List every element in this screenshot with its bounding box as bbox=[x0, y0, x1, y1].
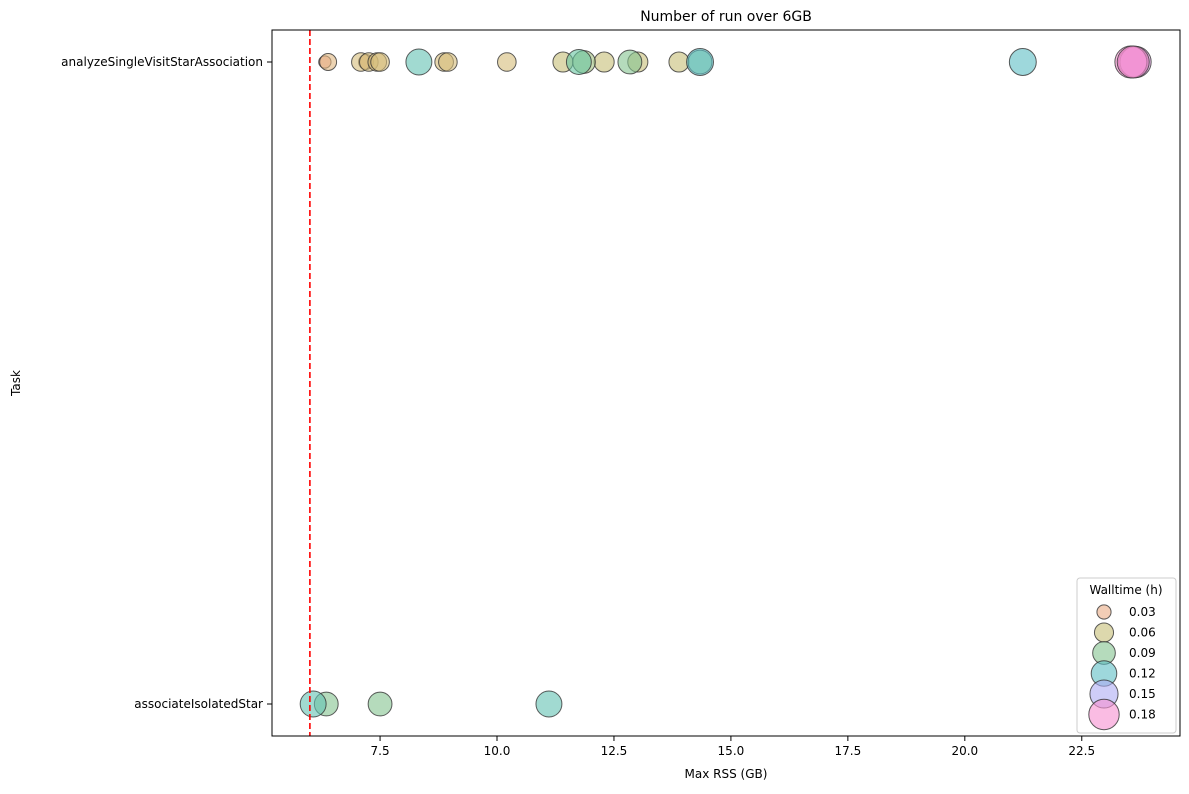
legend-label: 0.09 bbox=[1129, 646, 1156, 660]
legend-label: 0.15 bbox=[1129, 687, 1156, 701]
data-point bbox=[405, 48, 433, 76]
x-tick-label: 22.5 bbox=[1068, 744, 1095, 758]
x-tick-label: 12.5 bbox=[601, 744, 628, 758]
data-point bbox=[319, 53, 338, 71]
plot-frame bbox=[271, 29, 1181, 737]
data-point bbox=[668, 51, 690, 73]
x-tick-label: 7.5 bbox=[371, 744, 390, 758]
legend-label: 0.03 bbox=[1129, 605, 1156, 619]
x-axis-label: Max RSS (GB) bbox=[685, 767, 768, 781]
x-tick-label: 15.0 bbox=[718, 744, 745, 758]
x-tick-label: 20.0 bbox=[951, 744, 978, 758]
y-tick-label: analyzeSingleVisitStarAssociation bbox=[61, 55, 263, 69]
legend-title: Walltime (h) bbox=[1089, 583, 1162, 597]
x-tick-label: 10.0 bbox=[484, 744, 511, 758]
data-point bbox=[497, 52, 517, 72]
legend: Walltime (h) 0.03 0.06 0.09 0.12 0.15 0.18 bbox=[1076, 577, 1177, 734]
legend-label: 0.06 bbox=[1129, 626, 1156, 640]
legend-marker bbox=[1088, 698, 1120, 731]
data-point bbox=[565, 49, 592, 75]
data-point bbox=[593, 51, 615, 73]
data-point bbox=[299, 690, 327, 718]
y-tick-label: associateIsolatedStar bbox=[134, 697, 263, 711]
data-point bbox=[370, 52, 390, 72]
data-point bbox=[535, 690, 563, 718]
data-point bbox=[686, 48, 714, 76]
chart-title: Number of run over 6GB bbox=[640, 9, 812, 25]
legend-marker bbox=[1096, 604, 1112, 620]
y-axis-label: Task bbox=[9, 370, 23, 397]
x-tick-label: 17.5 bbox=[835, 744, 862, 758]
legend-marker bbox=[1093, 622, 1115, 643]
data-point bbox=[617, 49, 643, 75]
data-point bbox=[438, 52, 458, 72]
legend-label: 0.18 bbox=[1129, 708, 1156, 722]
data-point bbox=[1116, 45, 1150, 79]
data-point bbox=[1008, 48, 1037, 76]
legend-label: 0.12 bbox=[1129, 667, 1156, 681]
data-point bbox=[367, 691, 393, 717]
